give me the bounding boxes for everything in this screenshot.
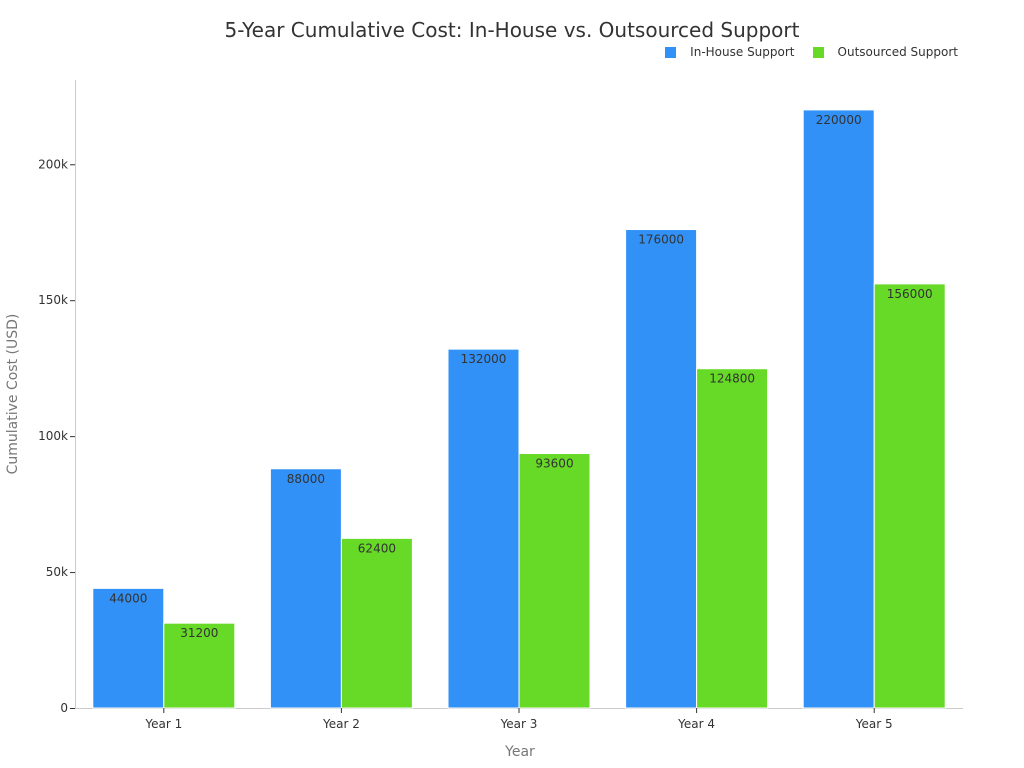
bar-value-label: 176000	[638, 233, 684, 247]
bar-value-label: 124800	[709, 372, 755, 386]
y-tick-label: 100k	[38, 429, 68, 443]
legend-label-outsourced: Outsourced Support	[837, 45, 958, 59]
legend-item-in-house[interactable]: In-House Support	[665, 45, 795, 59]
bar-value-label: 132000	[461, 352, 507, 366]
bar-in-house-1[interactable]	[92, 587, 165, 709]
bar-value-label: 220000	[816, 113, 862, 127]
x-tick-label: Year 1	[144, 717, 182, 731]
bar-value-label: 156000	[887, 287, 933, 301]
y-tick-label: 0	[60, 701, 68, 715]
x-tick-label: Year 4	[677, 717, 715, 731]
chart-title: 5-Year Cumulative Cost: In-House vs. Out…	[224, 18, 800, 42]
x-axis-ticks: Year 1 Year 2 Year 3 Year 4 Year 5	[144, 708, 893, 731]
bar-value-label: 44000	[109, 591, 147, 605]
legend: In-House Support Outsourced Support	[665, 45, 958, 59]
y-tick-label: 200k	[38, 157, 68, 171]
bar-outsourced-4[interactable]	[696, 368, 769, 709]
x-tick-label: Year 3	[500, 717, 538, 731]
bar-in-house-2[interactable]	[269, 468, 342, 709]
bar-outsourced-3[interactable]	[518, 453, 591, 709]
bar-outsourced-5[interactable]	[873, 283, 946, 709]
y-axis-label: Cumulative Cost (USD)	[5, 314, 21, 475]
legend-item-outsourced[interactable]: Outsourced Support	[812, 45, 958, 59]
bar-value-label: 62400	[358, 541, 396, 555]
bar-in-house-5[interactable]	[802, 109, 875, 709]
y-tick-label: 150k	[38, 293, 68, 307]
legend-label-in-house: In-House Support	[690, 45, 795, 59]
bar-outsourced-1[interactable]	[163, 622, 236, 709]
bar-outsourced-2[interactable]	[340, 537, 413, 709]
x-tick-label: Year 5	[855, 717, 893, 731]
bar-value-label: 93600	[535, 457, 573, 471]
legend-swatch-in-house	[665, 46, 677, 58]
bar-in-house-4[interactable]	[625, 229, 698, 709]
y-tick-label: 50k	[46, 565, 68, 579]
value-labels: 44000 31200 88000 62400 132000 93600 176000 124…	[109, 113, 932, 640]
bar-value-label: 88000	[287, 472, 325, 486]
legend-swatch-outsourced	[812, 46, 824, 58]
x-axis-label: Year	[504, 744, 535, 760]
bar-value-label: 31200	[180, 626, 218, 640]
x-tick-label: Year 2	[322, 717, 360, 731]
bar-in-house-3[interactable]	[447, 348, 520, 709]
y-axis-ticks: 0 50k 100k 150k 200k	[38, 157, 75, 715]
bars	[92, 109, 946, 709]
